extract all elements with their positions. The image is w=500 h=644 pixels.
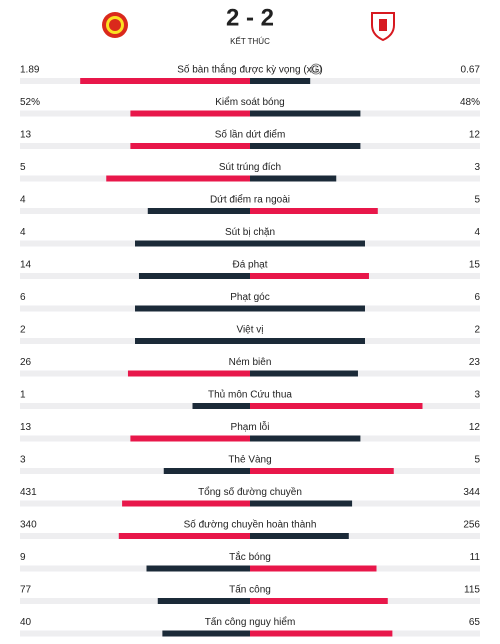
stat-label: Số đường chuyền hoàn thành <box>184 519 317 531</box>
away-bar <box>250 110 361 117</box>
away-value: 12 <box>469 422 481 433</box>
home-bar <box>157 598 250 604</box>
away-bar <box>250 435 361 442</box>
home-value: 13 <box>20 422 32 433</box>
home-value: 4 <box>20 195 26 206</box>
home-value: 340 <box>20 520 37 531</box>
stat-label: Việt vị <box>236 325 263 336</box>
away-bar <box>250 533 349 539</box>
away-value: 3 <box>474 390 480 401</box>
away-value: 2 <box>474 325 480 336</box>
away-value: 5 <box>474 195 480 206</box>
away-value: 115 <box>464 585 480 596</box>
away-bar <box>250 598 388 604</box>
away-bar <box>250 305 365 312</box>
home-value: 9 <box>20 552 26 563</box>
stat-label: Sút bị chặn <box>225 227 275 238</box>
home-bar <box>127 370 250 377</box>
stat-label: Sút trúng đích <box>219 162 281 173</box>
home-value: 431 <box>20 487 37 498</box>
away-value: 6 <box>474 292 480 303</box>
stat-label: Thẻ Vàng <box>228 455 271 466</box>
home-bar <box>80 78 250 84</box>
away-value: 65 <box>469 617 481 628</box>
home-bar <box>146 565 250 572</box>
stat-label: Tắc bóng <box>229 550 271 563</box>
home-value: 14 <box>20 260 32 271</box>
home-bar <box>130 110 250 117</box>
home-value: 6 <box>20 292 26 303</box>
home-value: 1 <box>20 390 26 401</box>
away-value: 5 <box>474 455 480 466</box>
home-value: 1.89 <box>20 65 40 76</box>
home-bar <box>130 435 250 442</box>
stat-label: Kiểm soát bóng <box>215 96 285 108</box>
home-bar <box>122 500 250 507</box>
stat-label: Dứt điểm ra ngoài <box>210 194 290 206</box>
away-bar <box>250 338 365 344</box>
stat-label: Phạm lỗi <box>231 420 270 433</box>
home-value: 77 <box>20 585 32 596</box>
home-bar <box>162 630 250 637</box>
home-bar <box>147 208 250 214</box>
match-status: KẾT THÚC <box>230 36 270 46</box>
home-bar <box>163 468 250 474</box>
stat-label: Số lần dứt điểm <box>215 129 286 141</box>
home-bar <box>135 338 250 344</box>
home-bar <box>118 533 250 539</box>
away-bar <box>250 240 365 247</box>
stat-label: Thủ môn Cứu thua <box>208 389 292 401</box>
home-value: 3 <box>20 455 26 466</box>
home-value: 5 <box>20 162 26 173</box>
home-bar <box>192 403 250 409</box>
away-bar <box>250 630 393 637</box>
away-bar <box>250 468 394 474</box>
away-bar <box>250 370 358 377</box>
home-logo <box>102 12 128 38</box>
away-value: 48% <box>460 97 480 108</box>
away-value: 344 <box>463 487 480 498</box>
stat-label: Phạt góc <box>230 292 269 303</box>
info-icon <box>310 63 322 75</box>
away-bar <box>250 175 337 182</box>
away-bar <box>250 78 311 84</box>
away-value: 4 <box>474 227 480 238</box>
away-value: 12 <box>469 130 481 141</box>
away-bar <box>250 565 377 572</box>
away-logo <box>371 12 395 42</box>
stat-label: Số bàn thắng được kỳ vọng (xG) <box>177 63 323 76</box>
away-bar <box>250 500 353 507</box>
home-value: 52% <box>20 97 40 108</box>
stat-label: Đá phạt <box>232 260 267 271</box>
home-value: 26 <box>20 357 32 368</box>
home-bar <box>106 175 250 182</box>
away-value: 0.67 <box>461 65 481 76</box>
score: 2 - 2 <box>226 4 274 31</box>
away-bar <box>250 143 361 149</box>
home-value: 13 <box>20 130 32 141</box>
away-value: 15 <box>469 260 481 271</box>
home-value: 2 <box>20 325 26 336</box>
away-value: 256 <box>463 520 480 531</box>
away-value: 3 <box>474 162 480 173</box>
away-value: 11 <box>470 552 481 563</box>
home-bar <box>135 305 250 312</box>
home-bar <box>135 240 250 247</box>
away-bar <box>250 403 423 409</box>
away-bar <box>250 273 369 279</box>
home-value: 40 <box>20 617 32 628</box>
home-value: 4 <box>20 227 26 238</box>
stat-label: Tấn công <box>229 584 271 596</box>
stat-label: Ném biên <box>229 357 272 368</box>
stat-label: Tổng số đường chuyền <box>198 486 302 498</box>
away-bar <box>250 208 378 214</box>
stat-label: Tấn công nguy hiểm <box>205 616 296 628</box>
home-bar <box>138 273 250 279</box>
away-value: 23 <box>469 357 481 368</box>
home-bar <box>130 143 250 149</box>
